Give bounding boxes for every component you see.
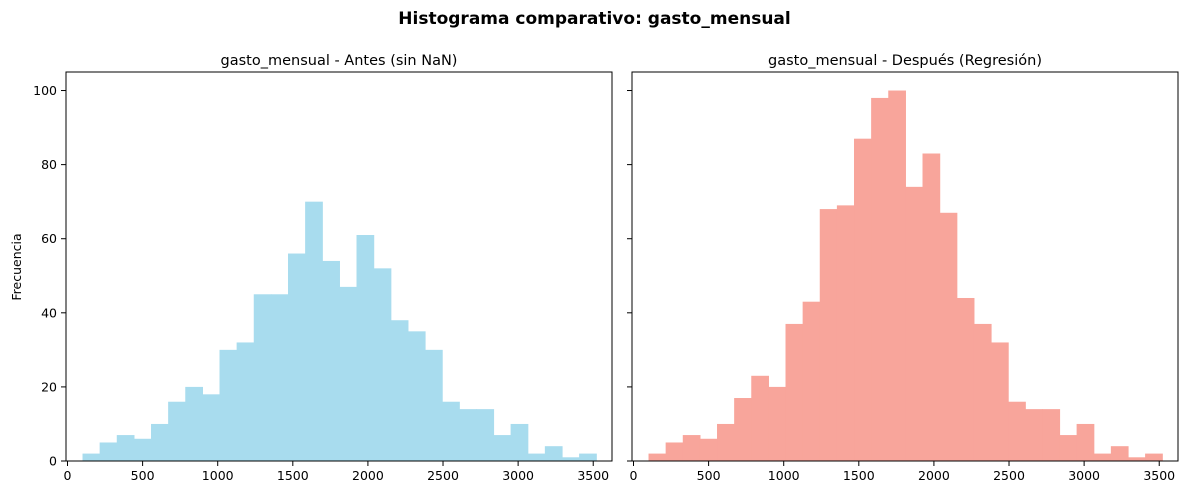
ticks-before: 0 500 1000 1500 2000 2500 3000 3500 0 20 40 60 80 100 <box>33 83 609 483</box>
x-tick-label: 2500 <box>427 468 459 483</box>
histogram-bar <box>1042 409 1061 461</box>
histogram-bar <box>99 442 118 461</box>
plot-frame-before <box>65 71 613 462</box>
histogram-bar <box>682 435 701 461</box>
histogram-bar <box>1025 409 1043 461</box>
histogram-bar <box>905 186 924 461</box>
ticks-after: 0 500 1000 1500 2000 2500 3000 3500 <box>627 90 1175 483</box>
x-tick-label: 3500 <box>1143 468 1175 483</box>
histogram-bar <box>373 268 392 461</box>
panel-title-after: gasto_mensual - Después (Regresión) <box>768 53 1042 69</box>
histogram-bar <box>871 97 889 461</box>
x-tick-label: 1500 <box>843 468 875 483</box>
histogram-bar <box>579 453 597 461</box>
histogram-bar <box>1076 423 1095 461</box>
histogram-bar <box>151 423 169 461</box>
histogram-bar <box>527 453 546 461</box>
x-tick-label: 500 <box>697 468 721 483</box>
histogram-bar <box>476 409 495 461</box>
histogram-bar <box>819 209 838 461</box>
histogram-bar <box>544 446 563 461</box>
x-tick-label: 2000 <box>918 468 950 483</box>
histogram-bar <box>322 260 340 461</box>
x-tick-label: 1000 <box>768 468 800 483</box>
x-tick-label: 3000 <box>502 468 534 483</box>
histogram-bar <box>116 435 135 461</box>
histogram-bar <box>973 323 992 461</box>
histogram-bar <box>836 205 855 461</box>
histogram-bar <box>1059 435 1078 461</box>
histogram-bar <box>493 435 512 461</box>
figure-title: Histograma comparativo: gasto_mensual <box>398 9 790 29</box>
histogram-bar <box>922 153 941 461</box>
histogram-bar <box>717 423 735 461</box>
histogram-bar <box>785 323 804 461</box>
histogram-bar <box>990 342 1009 461</box>
histogram-bar <box>939 212 958 461</box>
histogram-bar <box>802 301 821 461</box>
histogram-bar <box>407 331 426 461</box>
x-tick-label: 0 <box>630 468 638 483</box>
y-tick-label: 40 <box>41 305 57 320</box>
histogram-bar <box>734 398 752 461</box>
histogram-bar <box>305 201 323 461</box>
y-tick-label: 60 <box>41 231 57 246</box>
histogram-bar <box>1145 453 1163 461</box>
histogram-bar <box>270 294 289 461</box>
x-tick-label: 1500 <box>277 468 309 483</box>
x-tick-label: 3500 <box>577 468 609 483</box>
histogram-bar <box>288 253 306 461</box>
histogram-bar <box>219 349 238 461</box>
histogram-bar <box>390 320 409 461</box>
histogram-bar <box>442 401 460 461</box>
panel-title-before: gasto_mensual - Antes (sin NaN) <box>221 53 458 69</box>
x-tick-label: 1000 <box>202 468 234 483</box>
x-tick-label: 2000 <box>352 468 384 483</box>
histogram-panel-after: gasto_mensual - Después (Regresión) 0 500… <box>627 53 1179 483</box>
y-tick-label: 0 <box>49 454 57 469</box>
histogram-bar <box>1093 453 1112 461</box>
histogram-bar <box>459 409 477 461</box>
histogram-bar <box>751 375 769 461</box>
y-tick-label: 80 <box>41 157 57 172</box>
histogram-bar <box>168 401 186 461</box>
plot-frame-after <box>631 71 1179 462</box>
histogram-bar <box>854 138 872 461</box>
histogram-bar <box>1008 401 1026 461</box>
histogram-bar <box>888 90 906 462</box>
histogram-bar <box>561 457 580 461</box>
bars-after <box>648 90 1163 462</box>
y-tick-label: 100 <box>33 83 57 98</box>
histogram-bar <box>356 235 375 461</box>
histogram-bar <box>1127 457 1146 461</box>
histogram-bar <box>424 349 443 461</box>
histogram-bar <box>648 453 667 461</box>
histogram-bar <box>1110 446 1129 461</box>
bars-before <box>82 201 597 461</box>
x-tick-label: 2500 <box>993 468 1025 483</box>
histogram-bar <box>956 297 975 461</box>
histogram-bar <box>768 386 787 461</box>
y-tick-label: 20 <box>41 379 57 394</box>
histogram-bar <box>133 438 152 461</box>
x-tick-label: 500 <box>131 468 155 483</box>
histogram-panel-before: gasto_mensual - Antes (sin NaN) Frecuenc… <box>9 53 613 483</box>
histogram-bar <box>699 438 718 461</box>
x-tick-label: 0 <box>64 468 72 483</box>
histogram-bar <box>339 286 358 461</box>
histogram-bar <box>253 294 272 461</box>
histogram-bar <box>202 394 221 461</box>
x-tick-label: 3000 <box>1068 468 1100 483</box>
histogram-bar <box>236 342 255 461</box>
histogram-bar <box>185 386 203 461</box>
y-axis-label: Frecuencia <box>9 233 24 300</box>
histogram-bar <box>510 423 529 461</box>
histogram-bar <box>665 442 684 461</box>
histogram-bar <box>82 453 101 461</box>
